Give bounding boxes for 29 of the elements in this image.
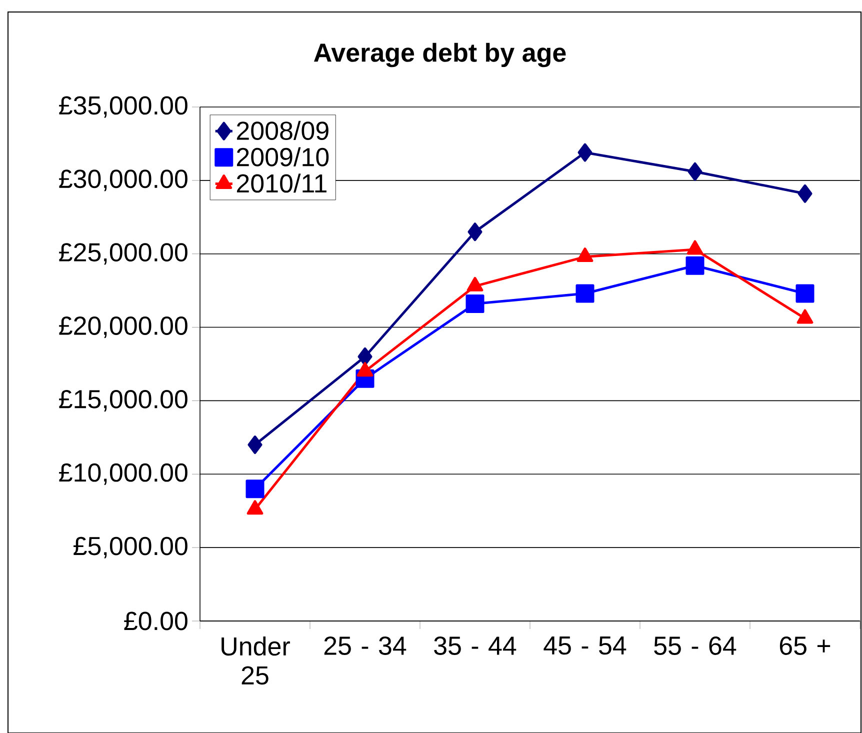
point (798, 184, 812, 203)
legend-label: 2009/10 (236, 147, 329, 166)
point (576, 284, 594, 303)
point (246, 479, 264, 498)
y-tick-label: £10,000.00 (59, 463, 188, 485)
x-tick-label: 65 + (780, 636, 830, 655)
point (468, 222, 482, 241)
point (688, 162, 702, 181)
y-tick-label: £5,000.00 (74, 536, 188, 558)
x-tick-label: 25 - 34 (324, 636, 406, 655)
point (248, 435, 262, 454)
point (796, 284, 814, 303)
y-tick-label: £35,000.00 (59, 96, 188, 118)
point (686, 256, 704, 275)
y-tick-label: £30,000.00 (59, 169, 188, 191)
point (578, 143, 592, 162)
legend-label: 2008/09 (236, 120, 328, 140)
chart-title: Average debt by age (314, 42, 566, 67)
legend-label: 2010/11 (236, 173, 326, 192)
x-tick-label: 45 - 54 (544, 636, 626, 654)
x-tick-label: 55 - 64 (654, 636, 736, 655)
point (358, 347, 372, 366)
x-tick-label: 35 - 44 (434, 636, 516, 655)
y-tick-label: £0.00 (124, 612, 188, 630)
x-tick-label: Under 25 (222, 636, 290, 684)
y-tick-label: £20,000.00 (59, 316, 188, 338)
y-tick-label: £25,000.00 (59, 242, 188, 264)
y-tick-label: £15,000.00 (59, 390, 188, 412)
point (466, 294, 484, 313)
